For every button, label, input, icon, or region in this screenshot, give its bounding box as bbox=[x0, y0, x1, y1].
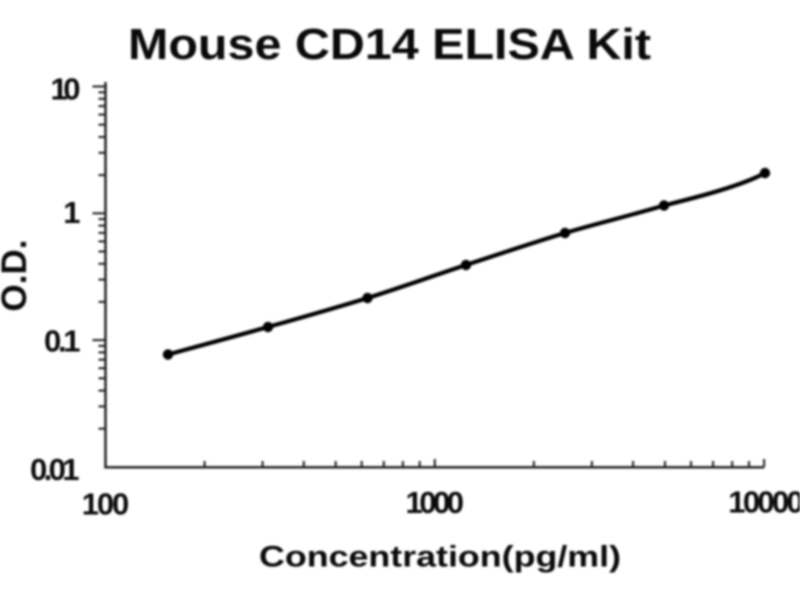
svg-text:Mouse CD14 ELISA Kit: Mouse CD14 ELISA Kit bbox=[128, 20, 651, 69]
svg-text:10000: 10000 bbox=[728, 485, 800, 520]
svg-text:Concentration(pg/ml): Concentration(pg/ml) bbox=[259, 540, 621, 573]
svg-text:1000: 1000 bbox=[406, 485, 465, 520]
svg-text:0.01: 0.01 bbox=[30, 452, 80, 487]
svg-text:10: 10 bbox=[51, 72, 81, 107]
svg-text:0.1: 0.1 bbox=[44, 324, 81, 359]
svg-text:O.D.: O.D. bbox=[0, 240, 34, 312]
svg-text:1: 1 bbox=[63, 195, 80, 230]
svg-text:100: 100 bbox=[82, 487, 130, 522]
